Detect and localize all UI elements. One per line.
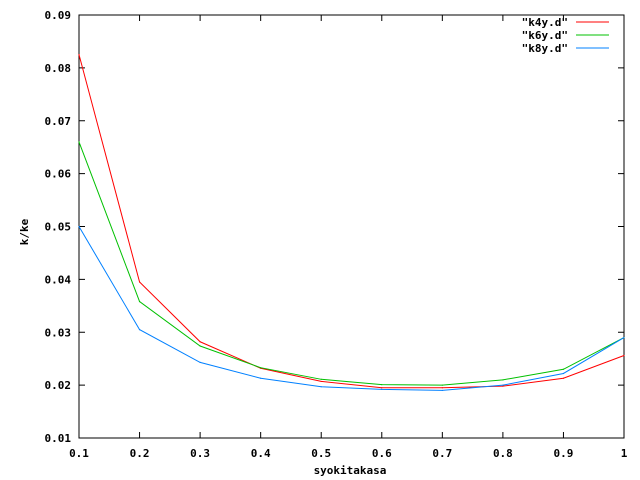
data-point	[138, 329, 141, 331]
data-point	[562, 368, 565, 370]
data-point	[381, 388, 383, 390]
data-point	[138, 300, 141, 303]
legend-entry-label: "k8y.d"	[522, 42, 568, 55]
series-line-2	[78, 141, 625, 386]
y-tick-label: 0.06	[45, 168, 72, 181]
x-tick-label: 0.1	[69, 447, 89, 460]
data-point	[199, 341, 201, 343]
x-tick-label: 0.6	[372, 447, 392, 460]
data-point	[199, 361, 201, 363]
data-point	[381, 387, 383, 389]
data-point	[78, 141, 80, 143]
series-line-3	[78, 226, 625, 391]
y-tick-label: 0.07	[45, 115, 72, 128]
y-tick-label: 0.03	[45, 326, 72, 339]
data-point	[381, 383, 383, 386]
series-lines	[78, 54, 625, 392]
x-axis-label: syokitakasa	[314, 464, 387, 477]
data-point	[320, 380, 322, 383]
data-point	[78, 54, 80, 56]
y-axis-label: k/ke	[18, 218, 31, 245]
x-tick-label: 0.7	[432, 447, 452, 460]
data-point	[260, 367, 262, 369]
x-tick-label: 0.2	[130, 447, 150, 460]
data-point	[502, 384, 504, 386]
axis-ticks: 0.01 0.02 0.03 0.04 0.05 0.06 0.07 0.08 0.09 0.1 0…	[45, 9, 628, 460]
data-point	[562, 372, 565, 375]
data-point	[138, 281, 141, 283]
data-point	[562, 377, 565, 379]
series-line-1	[78, 54, 625, 389]
y-tick-label: 0.09	[45, 9, 72, 22]
data-point	[502, 379, 504, 381]
data-point	[199, 345, 201, 347]
legend: "k4y.d""k6y.d""k8y.d"	[522, 16, 609, 55]
data-point	[441, 387, 443, 389]
data-point	[441, 384, 443, 386]
data-point	[502, 385, 504, 387]
x-tick-label: 0.8	[493, 447, 513, 460]
x-tick-label: 0.4	[251, 447, 271, 460]
y-tick-label: 0.05	[45, 221, 72, 234]
data-point	[623, 336, 625, 339]
y-tick-label: 0.02	[45, 379, 72, 392]
data-point	[441, 389, 443, 392]
x-tick-label: 0.5	[311, 447, 331, 460]
data-point	[78, 225, 80, 228]
y-tick-label: 0.08	[45, 62, 72, 75]
data-point	[623, 354, 625, 357]
x-tick-label: 1	[621, 447, 628, 460]
x-tick-label: 0.3	[190, 447, 210, 460]
x-tick-label: 0.9	[554, 447, 574, 460]
data-point	[260, 377, 262, 379]
y-tick-label: 0.01	[45, 432, 72, 445]
legend-entry-label: "k6y.d"	[522, 29, 568, 42]
data-point	[320, 378, 322, 380]
plot-frame	[78, 14, 625, 439]
data-point	[320, 386, 322, 388]
legend-entry-label: "k4y.d"	[522, 16, 568, 29]
y-tick-label: 0.04	[45, 273, 72, 286]
